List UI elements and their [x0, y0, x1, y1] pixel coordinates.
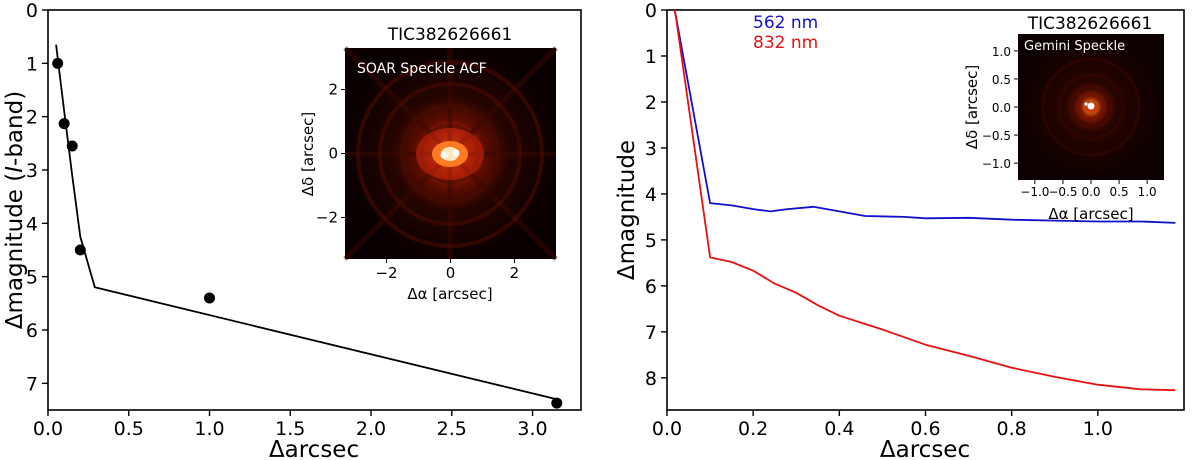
y-tick-label: 0 — [26, 0, 38, 22]
right-y-axis-ticks: 0 1 2 3 4 5 6 7 8 — [645, 0, 667, 390]
inset-x-tick-label: 0.5 — [1110, 185, 1129, 199]
y-tick-label: 4 — [26, 213, 38, 235]
series-line-contrast-curve — [55, 44, 558, 401]
x-tick-label: 0.4 — [824, 418, 854, 440]
x-tick-label: 3.0 — [517, 418, 547, 440]
y-tick-label: 5 — [26, 267, 38, 289]
x-tick-label: 0.8 — [997, 418, 1027, 440]
right-series — [673, 10, 1176, 392]
y-tick-label: 6 — [26, 320, 38, 342]
data-point — [551, 397, 563, 409]
y-tick-label: 4 — [645, 184, 657, 206]
x-tick-label: 2.5 — [437, 418, 467, 440]
inset-x-tick-label: 0 — [446, 264, 456, 282]
left-series — [52, 44, 563, 409]
soar-inset-title: TIC382626661 — [387, 25, 513, 45]
y-tick-label: 6 — [645, 276, 657, 298]
y-tick-label: 0 — [645, 0, 657, 22]
inset-y-tick-label: −0.5 — [982, 129, 1011, 143]
data-point — [58, 118, 70, 130]
y-tick-label: 7 — [645, 322, 657, 344]
soar-acf-image — [343, 46, 558, 261]
x-tick-label: 0.2 — [738, 418, 768, 440]
x-tick-label: 1.5 — [275, 418, 305, 440]
soar-inset-label: SOAR Speckle ACF — [357, 61, 487, 77]
left-x-axis-label: Δarcsec — [269, 437, 359, 460]
y-tick-label: 8 — [645, 368, 657, 390]
inset-y-tick-label: 0.0 — [992, 101, 1011, 115]
series-line-832-nm — [673, 10, 1176, 392]
inset-x-tick-label: −2 — [375, 264, 397, 282]
y-tick-label: 3 — [645, 138, 657, 160]
x-tick-label: 0.0 — [652, 418, 682, 440]
right-y-axis-label: Δmagnitude — [614, 140, 640, 280]
inset-y-tick-label: 0 — [328, 145, 338, 163]
y-tick-label: 1 — [26, 53, 38, 75]
y-tick-label: 1 — [645, 46, 657, 68]
y-tick-label: 2 — [26, 107, 38, 129]
x-tick-label: 0.5 — [114, 418, 144, 440]
soar-inset-x-label: Δα [arcsec] — [407, 285, 492, 303]
x-tick-label: 0.6 — [910, 418, 940, 440]
inset-y-tick-label: −1.0 — [982, 157, 1011, 171]
soar-inset-ticks: −2 0 2 2 0 −2 — [316, 81, 519, 282]
gemini-speckle-inset: TIC382626661 Gemini Speckle −1.0−0.5 0.0 0… — [963, 14, 1164, 223]
x-tick-label: 1.0 — [1083, 418, 1113, 440]
right-x-axis-ticks: 0.0 0.2 0.4 0.6 0.8 1.0 — [652, 410, 1113, 440]
y-tick-label: 5 — [645, 230, 657, 252]
inset-x-tick-label: 2 — [510, 264, 520, 282]
gemini-inset-label: Gemini Speckle — [1024, 39, 1125, 54]
y-tick-label: 7 — [26, 373, 38, 395]
x-tick-label: 0.0 — [33, 418, 63, 440]
data-point — [204, 292, 216, 304]
gemini-speckle-image — [1018, 34, 1164, 180]
soar-speckle-inset: TIC382626661 — [299, 25, 558, 303]
y-tick-label: 2 — [645, 92, 657, 114]
left-y-axis-ticks: 0 1 2 3 4 5 6 7 — [26, 0, 48, 395]
x-tick-label: 1.0 — [194, 418, 224, 440]
left-y-axis-label: Δmagnitude (I-band) — [2, 91, 28, 329]
inset-y-tick-label: 2 — [328, 81, 338, 99]
inset-y-tick-label: 0.5 — [992, 73, 1011, 87]
right-panel: 0.0 0.2 0.4 0.6 0.8 1.0 0 1 2 3 4 5 6 7 8 Δarcsec Δma… — [614, 0, 1185, 460]
gemini-inset-y-label: Δδ [arcsec] — [963, 65, 981, 149]
gemini-inset-x-label: Δα [arcsec] — [1048, 205, 1133, 223]
inset-y-tick-label: 1.0 — [992, 45, 1011, 59]
left-x-axis-ticks: 0.0 0.5 1.0 1.5 2.0 2.5 3.0 — [33, 410, 548, 440]
data-point — [74, 244, 86, 256]
legend-562nm: 562 nm — [753, 13, 818, 33]
legend-832nm: 832 nm — [753, 33, 818, 53]
inset-x-tick-label: 0.0 — [1081, 185, 1100, 199]
gemini-inset-ticks: −1.0−0.5 0.0 0.5 1.01.00.50.0−0.5−1.0 — [982, 45, 1157, 199]
inset-x-tick-label: −1.0 — [1020, 185, 1049, 199]
data-point — [52, 57, 64, 69]
x-tick-label: 2.0 — [356, 418, 386, 440]
left-plot-frame — [47, 9, 582, 411]
inset-x-tick-label: −0.5 — [1048, 185, 1077, 199]
soar-inset-y-label: Δδ [arcsec] — [299, 112, 317, 196]
series-line-562-nm — [673, 10, 1176, 224]
inset-x-tick-label: 1.0 — [1138, 185, 1157, 199]
y-tick-label: 3 — [26, 160, 38, 182]
inset-y-tick-label: −2 — [316, 208, 338, 226]
left-panel: 0.0 0.5 1.0 1.5 2.0 2.5 3.0 0 1 2 3 4 5 6 7 Δarcsec Δ… — [2, 0, 582, 460]
right-x-axis-label: Δarcsec — [880, 437, 970, 460]
data-point — [66, 140, 78, 152]
gemini-inset-title: TIC382626661 — [1027, 14, 1153, 34]
